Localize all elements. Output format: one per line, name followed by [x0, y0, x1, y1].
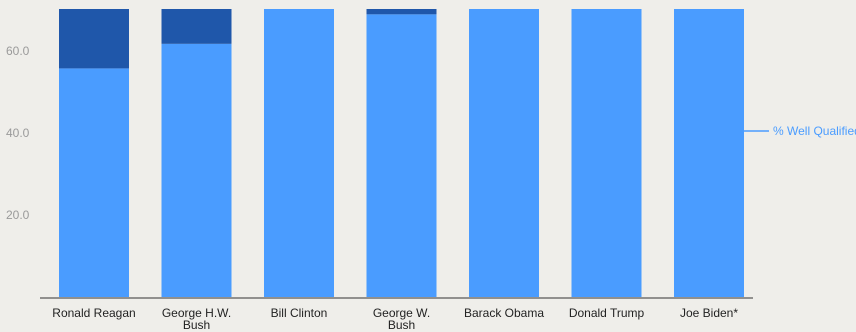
x-axis-labels: Ronald Reagan George H.W. Bush Bill Clinton…	[52, 306, 738, 332]
bar-segment-2-3	[366, 9, 437, 15]
x-tick-label: George H.W. Bush	[162, 306, 231, 332]
bar-well-qualified-0	[59, 68, 129, 297]
bar-well-qualified-6	[674, 9, 744, 297]
legend-label: % Well Qualified	[773, 124, 856, 138]
y-axis: 20.0 40.0 60.0	[6, 44, 30, 222]
x-tick-label: Bill Clinton	[271, 306, 328, 320]
legend: % Well Qualified	[741, 124, 856, 138]
bar-well-qualified-1	[161, 43, 232, 297]
x-tick-label: Barack Obama	[464, 306, 544, 320]
y-tick-label: 20.0	[6, 208, 30, 222]
x-tick-label: Ronald Reagan	[52, 306, 135, 320]
bar-well-qualified-4	[469, 9, 539, 297]
y-tick-label: 60.0	[6, 44, 30, 58]
bar-segment-2-0	[59, 9, 129, 69]
bar-segment-2-1	[161, 9, 232, 44]
x-tick-label: Donald Trump	[569, 306, 645, 320]
x-tick-label: Joe Biden*	[680, 306, 738, 320]
bar-well-qualified-2	[264, 9, 334, 297]
bars-layer	[59, 9, 744, 298]
y-tick-label: 40.0	[6, 126, 30, 140]
x-tick-label: George W. Bush	[373, 306, 430, 332]
bar-well-qualified-5	[571, 9, 642, 297]
bar-well-qualified-3	[366, 14, 437, 298]
